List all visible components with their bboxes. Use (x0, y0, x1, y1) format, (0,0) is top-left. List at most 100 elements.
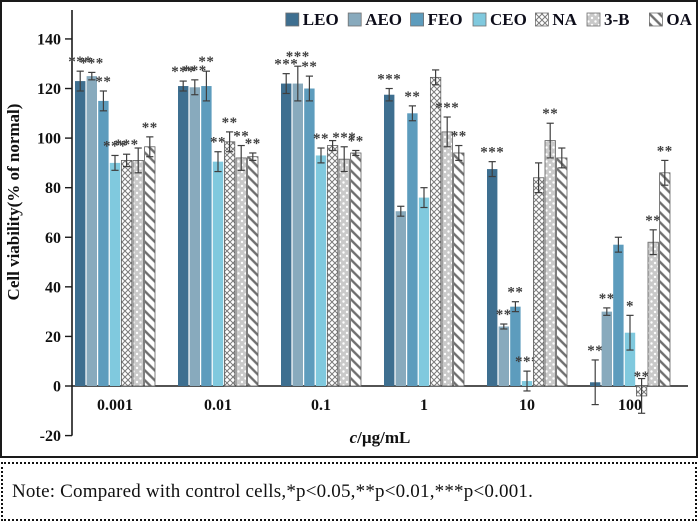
y-axis-label: Cell viability(% of normal) (4, 104, 23, 301)
bar-OA-10 (556, 157, 568, 387)
y-tick-label: 60 (45, 230, 61, 247)
significance-annotation: ** (645, 213, 661, 229)
bar-3-B-0.001 (132, 160, 144, 387)
legend-item-AEO: AEO (347, 10, 402, 29)
y-tick-label: 80 (45, 180, 61, 197)
bar-FEO-0.01 (201, 86, 212, 386)
significance-annotation: *** (183, 63, 207, 79)
significance-annotation: *** (68, 54, 92, 70)
significance-annotation: ** (233, 129, 249, 145)
bar-NA-10 (533, 177, 545, 387)
category-label: 100 (618, 397, 642, 414)
significance-annotation: *** (515, 354, 539, 370)
legend-label-OA: OA (666, 10, 692, 29)
legend-label-FEO: FEO (428, 10, 463, 29)
bar-OA-0.1 (350, 152, 362, 387)
y-tick-label: 40 (45, 279, 61, 296)
note-box: Note: Compared with control cells,*p<0.0… (1, 462, 697, 521)
legend-swatch-OA (649, 12, 663, 27)
bar-AEO-0.001 (86, 76, 97, 386)
bar-CEO-0.1 (315, 155, 327, 386)
bar-FEO-0.001 (98, 100, 109, 386)
bar-LEO-1 (384, 94, 395, 386)
bar-NA-0.001 (121, 160, 133, 387)
bar-FEO-10 (510, 306, 521, 386)
chart-svg: -20 0 20 40 60 80 100 120 140 Cell viability(% of… (4, 10, 693, 447)
significance-annotation: *** (80, 55, 104, 71)
bar-NA-0.01 (223, 141, 236, 387)
legend-label-CEO: CEO (490, 10, 527, 29)
bar-OA-0.01 (247, 156, 259, 387)
category-label: 0.001 (97, 397, 133, 414)
significance-annotation: *** (332, 130, 356, 146)
bar-3-B-100 (647, 241, 659, 387)
significance-annotation: ** (142, 120, 158, 136)
bar-FEO-0.1 (304, 88, 315, 387)
significance-annotation: ** (245, 136, 261, 152)
significance-annotation: *** (115, 137, 139, 153)
bar-LEO-0.001 (75, 81, 86, 386)
significance-annotation: ** (634, 369, 650, 385)
bar-AEO-10 (498, 326, 509, 386)
significance-annotation: *** (377, 72, 401, 88)
category-label: 1 (420, 397, 428, 414)
legend-label-LEO: LEO (303, 10, 339, 29)
significance-annotation: *** (435, 100, 459, 116)
bar-AEO-100 (601, 311, 612, 386)
legend-item-NA: NA (535, 10, 578, 29)
legend-swatch-FEO (410, 12, 425, 27)
significance-annotation: ** (542, 106, 558, 122)
significance-annotation: ** (313, 131, 329, 147)
significance-annotation: ** (198, 54, 214, 70)
significance-annotation: ** (404, 89, 420, 105)
bar-CEO-0.001 (109, 162, 121, 386)
legend-swatch-LEO (285, 12, 300, 27)
y-tick-label: 120 (37, 81, 61, 98)
bar-AEO-0.1 (292, 83, 303, 386)
x-axis-label: c/µg/mL (350, 428, 411, 447)
significance-annotation: ** (587, 343, 603, 359)
significance-annotation: ** (348, 133, 364, 149)
y-tick-label: 140 (37, 31, 61, 48)
category-label: 10 (519, 397, 535, 414)
bar-CEO-100 (624, 332, 636, 386)
significance-annotation: ** (222, 115, 238, 131)
bar-OA-100 (659, 172, 671, 387)
y-tick-label: 20 (45, 329, 61, 346)
bar-OA-0.001 (144, 146, 156, 387)
legend-swatch-NA (535, 12, 549, 27)
y-tick-label: -20 (40, 428, 61, 445)
legend-swatch-AEO (347, 12, 362, 27)
significance-annotation: *** (286, 49, 310, 65)
legend-swatch-CEO (472, 12, 487, 27)
bar-CEO-1 (418, 197, 430, 386)
chart-figure: -20 0 20 40 60 80 100 120 140 Cell viability(% of… (0, 0, 698, 458)
category-label: 0.01 (204, 397, 232, 414)
bar-CEO-0.01 (212, 161, 224, 386)
significance-annotation: *** (103, 138, 127, 154)
y-tick-label: 0 (53, 379, 61, 396)
legend-item-OA: OA (649, 10, 693, 29)
significance-annotation: ** (599, 291, 615, 307)
legend-item-LEO: LEO (285, 10, 339, 29)
legend-item-FEO: FEO (410, 10, 463, 29)
bar-3-B-1 (441, 131, 453, 387)
significance-annotation: ** (657, 143, 673, 159)
significance-annotation: *** (171, 64, 195, 80)
significance-annotation: ** (301, 59, 317, 75)
bar-LEO-0.1 (281, 83, 292, 386)
legend-label-3-B: 3-B (604, 10, 630, 29)
legend-label-NA: NA (552, 10, 577, 29)
bar-3-B-10 (544, 140, 556, 387)
legend-item-3-B: 3-B (586, 10, 630, 29)
legend-item-CEO: CEO (472, 10, 527, 29)
note-text: Note: Compared with control cells,*p<0.0… (12, 480, 534, 502)
bar-NA-1 (429, 76, 442, 387)
bar-LEO-0.01 (178, 86, 189, 386)
significance-annotation: ** (95, 74, 111, 90)
significance-annotation: ** (507, 285, 523, 301)
bar-FEO-1 (407, 113, 418, 386)
bar-OA-1 (453, 152, 465, 387)
bar-3-B-0.1 (338, 158, 350, 387)
